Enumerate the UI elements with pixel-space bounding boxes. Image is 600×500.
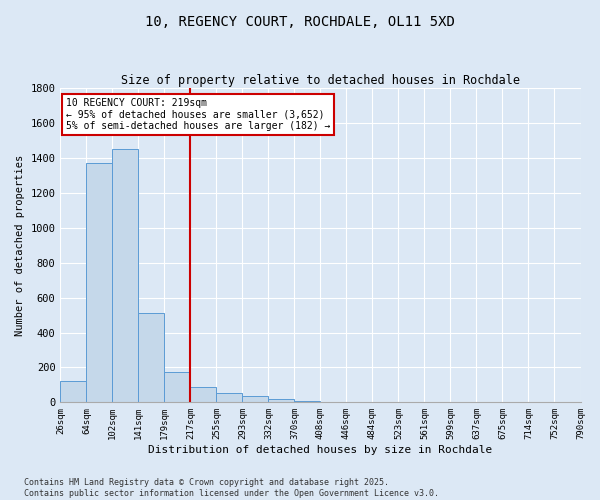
X-axis label: Distribution of detached houses by size in Rochdale: Distribution of detached houses by size … [148, 445, 493, 455]
Bar [61, 382, 86, 402]
Bar [164, 372, 190, 402]
Bar [112, 150, 139, 402]
Bar [86, 163, 112, 402]
Bar [190, 388, 217, 402]
Title: Size of property relative to detached houses in Rochdale: Size of property relative to detached ho… [121, 74, 520, 87]
Text: Contains HM Land Registry data © Crown copyright and database right 2025.
Contai: Contains HM Land Registry data © Crown c… [24, 478, 439, 498]
Y-axis label: Number of detached properties: Number of detached properties [15, 154, 25, 336]
Text: 10, REGENCY COURT, ROCHDALE, OL11 5XD: 10, REGENCY COURT, ROCHDALE, OL11 5XD [145, 15, 455, 29]
Bar [139, 314, 164, 402]
Bar [268, 399, 295, 402]
Bar [242, 396, 268, 402]
Bar [217, 392, 242, 402]
Text: 10 REGENCY COURT: 219sqm
← 95% of detached houses are smaller (3,652)
5% of semi: 10 REGENCY COURT: 219sqm ← 95% of detach… [65, 98, 330, 131]
